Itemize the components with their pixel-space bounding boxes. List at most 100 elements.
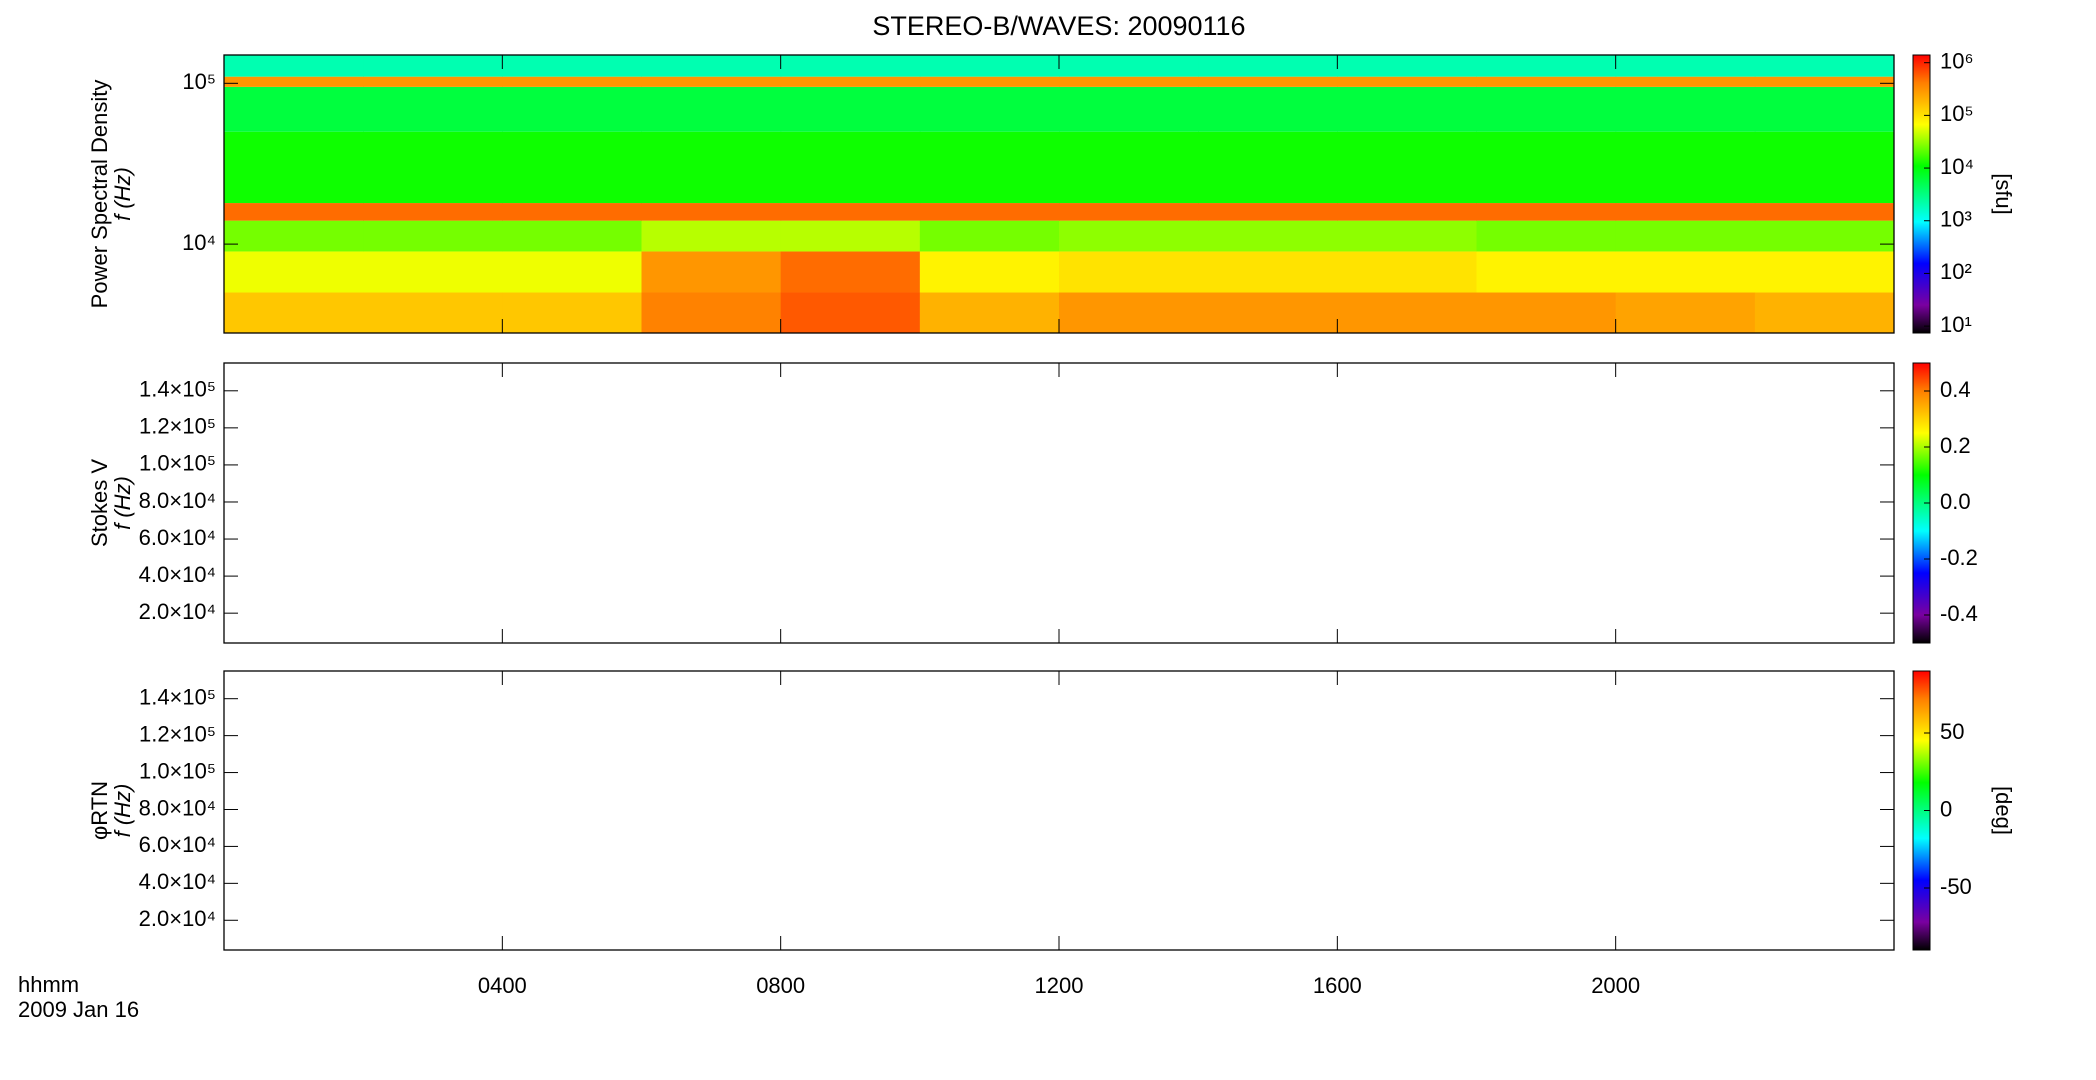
x-tick-label: 0800 <box>756 973 805 998</box>
heatmap-cell <box>641 86 782 132</box>
plot-frame <box>223 362 1895 644</box>
heatmap-cell <box>1337 131 1477 204</box>
x-tick-label: 2000 <box>1591 973 1640 998</box>
heatmap-cell <box>224 76 364 87</box>
heatmap-cell <box>363 203 503 221</box>
x-tick-label: 1600 <box>1313 973 1362 998</box>
heatmap-cell <box>1476 76 1617 87</box>
heatmap-cell <box>1059 203 1199 221</box>
heatmap-cell <box>224 292 364 333</box>
heatmap-cell <box>641 292 782 333</box>
y-axis-label: f (Hz) <box>110 476 135 530</box>
x-axis-label: hhmm <box>18 972 79 997</box>
y-tick-label: 6.0×10⁴ <box>139 525 216 550</box>
colorbar-tick-label: 10³ <box>1940 207 1972 232</box>
heatmap-cell <box>224 86 364 132</box>
colorbar-tick-label: 10¹ <box>1940 312 1972 337</box>
colorbar-tick-label: 0.0 <box>1940 489 1971 514</box>
heatmap-cell <box>641 76 782 87</box>
heatmap-cell <box>1337 220 1477 252</box>
heatmap-cell <box>780 292 921 333</box>
heatmap-cell <box>502 86 642 132</box>
y-tick-label: 2.0×10⁴ <box>139 599 216 624</box>
heatmap-cell <box>1754 131 1895 204</box>
heatmap-cell <box>780 251 921 293</box>
y-tick-label: 8.0×10⁴ <box>139 488 216 513</box>
y-axis-label: Stokes V <box>87 459 112 547</box>
y-tick-label: 2.0×10⁴ <box>139 906 216 931</box>
heatmap-cell <box>780 220 921 252</box>
heatmap-cell <box>363 292 503 333</box>
heatmap-cell <box>1476 292 1617 333</box>
heatmap-cell <box>1198 86 1338 132</box>
heatmap-cell <box>502 203 642 221</box>
colorbar-tick-label: -0.2 <box>1940 545 1978 570</box>
heatmap-cell <box>1198 292 1338 333</box>
heatmap-cell <box>1059 86 1199 132</box>
heatmap-cell <box>1615 251 1756 293</box>
heatmap-cell <box>1337 76 1477 87</box>
y-axis-label: φRTN <box>87 781 112 840</box>
heatmap-cell <box>1754 76 1895 87</box>
heatmap-cell <box>224 251 364 293</box>
colorbar-label: [deg] <box>1991 786 2016 835</box>
y-tick-label: 1.4×10⁵ <box>139 685 216 710</box>
heatmap-cell <box>502 220 642 252</box>
colorbar-tick-label: 10⁵ <box>1940 101 1974 126</box>
y-axis-label: f (Hz) <box>110 784 135 838</box>
heatmap-cell <box>1198 203 1338 221</box>
colorbar-tick-label: 0.2 <box>1940 433 1971 458</box>
heatmap-cell <box>1059 76 1199 87</box>
y-tick-label: 10⁴ <box>182 230 216 255</box>
heatmap-cell <box>1059 55 1199 77</box>
heatmap-cell <box>641 131 782 204</box>
heatmap-cell <box>502 251 642 293</box>
heatmap-cell <box>919 220 1060 252</box>
colorbar-tick-label: -50 <box>1940 874 1972 899</box>
y-tick-label: 1.4×10⁵ <box>139 377 216 402</box>
heatmap-cell <box>363 251 503 293</box>
heatmap-cell <box>1754 292 1895 333</box>
heatmap-cell <box>1754 86 1895 132</box>
heatmap-cell <box>1615 220 1756 252</box>
y-axis-label: Power Spectral Density <box>87 80 112 309</box>
chart-title: STEREO-B/WAVES: 20090116 <box>872 11 1245 41</box>
heatmap-cell <box>780 131 921 204</box>
heatmap-cell <box>780 55 921 77</box>
heatmap-cell <box>1059 292 1199 333</box>
heatmap-cell <box>1615 131 1756 204</box>
heatmap-cell <box>363 220 503 252</box>
y-tick-label: 1.2×10⁵ <box>139 414 216 439</box>
heatmap-cell <box>1337 292 1477 333</box>
heatmap-cell <box>919 131 1060 204</box>
heatmap-cell <box>780 76 921 87</box>
heatmap-cell <box>224 55 364 77</box>
heatmap-cell <box>641 55 782 77</box>
heatmap-cell <box>919 55 1060 77</box>
heatmap-cell <box>641 251 782 293</box>
y-tick-label: 1.0×10⁵ <box>139 451 216 476</box>
heatmap-cell <box>1754 220 1895 252</box>
heatmap-cell <box>919 86 1060 132</box>
colorbar-tick-label: 50 <box>1940 719 1964 744</box>
heatmap-cell <box>919 251 1060 293</box>
heatmap-cell <box>919 76 1060 87</box>
heatmap-cell <box>1615 76 1756 87</box>
colorbar-label: [sfu] <box>1991 173 2016 215</box>
x-tick-label: 0400 <box>478 973 527 998</box>
heatmap-cell <box>1337 203 1477 221</box>
heatmap-cell <box>1198 55 1338 77</box>
heatmap-cell <box>1198 251 1338 293</box>
y-tick-label: 1.2×10⁵ <box>139 721 216 746</box>
heatmap-cell <box>1198 220 1338 252</box>
heatmap-cell <box>363 131 503 204</box>
heatmap-cell <box>502 292 642 333</box>
heatmap-cell <box>1754 55 1895 77</box>
colorbar-tick-label: 0 <box>1940 796 1952 821</box>
heatmap-cell <box>1615 292 1756 333</box>
heatmap-cell <box>1198 76 1338 87</box>
heatmap-cell <box>502 131 642 204</box>
y-tick-label: 4.0×10⁴ <box>139 869 216 894</box>
